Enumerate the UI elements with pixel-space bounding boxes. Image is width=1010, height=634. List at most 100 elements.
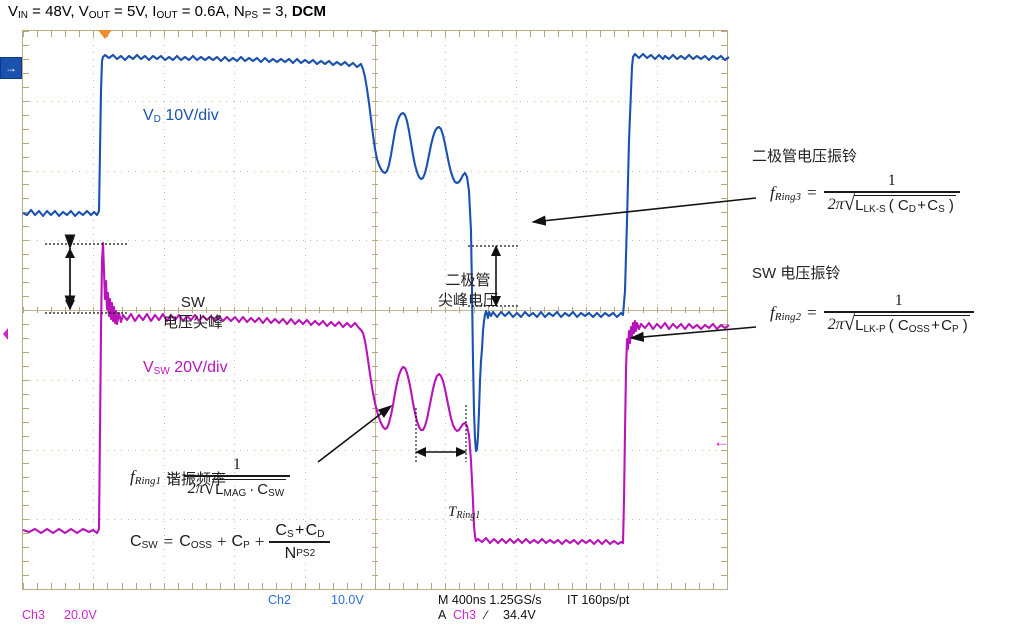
grid-tick-vertical bbox=[614, 31, 615, 37]
sqrt-group: √ LMAG · CSW bbox=[204, 476, 287, 499]
grid-tick-horizontal bbox=[23, 268, 29, 269]
grid-tick-horizontal bbox=[721, 87, 727, 88]
grid-tick-vertical bbox=[558, 307, 559, 313]
grid-tick-vertical bbox=[403, 31, 404, 37]
grid-tick-vertical bbox=[79, 583, 80, 589]
grid-tick-horizontal bbox=[23, 575, 29, 576]
radicand: LLK-P ( COSS + CP ) bbox=[854, 314, 970, 335]
grid-tick-horizontal bbox=[23, 45, 29, 46]
grid-tick-vertical bbox=[234, 307, 235, 313]
ch3-trace-label: VSW 20V/div bbox=[143, 359, 228, 377]
grid-tick-vertical bbox=[713, 31, 714, 37]
formula-f-ring1-fraction: 1 2π √ LMAG · CSW bbox=[183, 456, 291, 499]
readout-ch3-value[interactable]: 20.0V bbox=[64, 608, 97, 622]
oscilloscope-display[interactable]: VD 10V/div VSW 20V/div SW 电压尖峰 二极管 尖峰电压 … bbox=[22, 30, 730, 590]
grid-tick-vertical bbox=[192, 31, 193, 37]
grid-tick-horizontal bbox=[23, 254, 29, 255]
formula-f-ring1-denominator: 2π √ LMAG · CSW bbox=[184, 476, 291, 499]
grid-tick-vertical bbox=[23, 583, 24, 589]
grid-tick-vertical bbox=[502, 583, 503, 589]
formula-f-ring1-numerator: 1 bbox=[232, 456, 241, 473]
grid-tick-vertical bbox=[614, 307, 615, 313]
grid-tick-vertical bbox=[530, 583, 531, 589]
grid-tick-vertical bbox=[164, 583, 165, 589]
grid-tick-vertical bbox=[305, 31, 306, 37]
diode-spike-line1: 二极管 bbox=[445, 272, 491, 289]
grid-tick-horizontal bbox=[23, 184, 29, 185]
grid-tick-horizontal bbox=[23, 422, 29, 423]
grid-tick-horizontal bbox=[372, 533, 378, 534]
sw-voltage-ringing-label: SW 电压振铃 bbox=[752, 265, 841, 282]
grid-tick-vertical bbox=[488, 307, 489, 313]
grid-tick-vertical bbox=[600, 583, 601, 589]
grid-tick-horizontal bbox=[721, 31, 727, 32]
grid-tick-horizontal bbox=[721, 296, 727, 297]
grid-tick-vertical bbox=[220, 583, 221, 589]
formula-csw-frac-denominator: N PS 2 bbox=[284, 544, 316, 562]
grid-tick-horizontal bbox=[372, 491, 378, 492]
grid-tick-vertical bbox=[643, 583, 644, 589]
grid-tick-vertical bbox=[403, 583, 404, 589]
grid-tick-horizontal bbox=[721, 143, 727, 144]
grid-tick-horizontal bbox=[721, 408, 727, 409]
grid-tick-horizontal bbox=[721, 547, 727, 548]
grid-tick-vertical bbox=[361, 307, 362, 313]
grid-tick-vertical bbox=[248, 31, 249, 37]
grid-tick-horizontal bbox=[372, 31, 378, 32]
grid-tick-vertical bbox=[586, 583, 587, 589]
trigger-level-arrow[interactable]: ← bbox=[713, 432, 730, 451]
grid-tick-horizontal bbox=[23, 561, 29, 562]
grid-tick-vertical bbox=[206, 31, 207, 37]
grid-tick-vertical bbox=[459, 31, 460, 37]
grid-tick-vertical bbox=[262, 307, 263, 313]
grid-tick-horizontal bbox=[372, 310, 378, 311]
grid-tick-vertical bbox=[220, 31, 221, 37]
ch3-ground-marker[interactable] bbox=[2, 325, 16, 343]
grid-tick-vertical bbox=[276, 583, 277, 589]
readout-timebase[interactable]: M 400ns 1.25GS/s bbox=[438, 593, 542, 607]
grid-tick-vertical bbox=[37, 307, 38, 313]
readout-trigger-slope-icon[interactable]: ∕ bbox=[485, 608, 488, 622]
t-ring1-label: TRing1 bbox=[448, 504, 480, 521]
grid-tick-horizontal bbox=[23, 59, 29, 60]
grid-tick-vertical bbox=[445, 31, 446, 37]
grid-tick-vertical bbox=[572, 307, 573, 313]
grid-tick-vertical bbox=[417, 31, 418, 37]
readout-interpolation[interactable]: IT 160ps/pt bbox=[567, 593, 630, 607]
title-mode: DCM bbox=[291, 3, 327, 20]
t-ring1-symbol: T bbox=[448, 504, 457, 520]
radical-sign: √ bbox=[843, 310, 856, 335]
sqrt-group: √ LLK-P ( COSS + CP ) bbox=[843, 310, 970, 335]
grid-tick-horizontal bbox=[372, 380, 378, 381]
readout-ch2-name[interactable]: Ch2 bbox=[268, 593, 291, 607]
grid-tick-vertical bbox=[305, 583, 306, 589]
readout-ch2-value[interactable]: 10.0V bbox=[331, 593, 364, 607]
grid-tick-horizontal bbox=[23, 240, 29, 241]
grid-tick-vertical bbox=[220, 307, 221, 313]
grid-tick-vertical bbox=[248, 307, 249, 313]
grid-tick-horizontal bbox=[372, 324, 378, 325]
readout-trigger-source[interactable]: Ch3 bbox=[453, 608, 476, 622]
grid-tick-horizontal bbox=[23, 352, 29, 353]
formula-f-ring3-numerator: 1 bbox=[887, 172, 896, 189]
grid-tick-horizontal bbox=[372, 519, 378, 520]
t-ring1-subscript: Ring1 bbox=[456, 510, 481, 521]
formula-csw-lhs: CSW bbox=[130, 533, 158, 552]
grid-tick-vertical bbox=[544, 31, 545, 37]
grid-tick-horizontal bbox=[721, 463, 727, 464]
grid-tick-horizontal bbox=[721, 575, 727, 576]
grid-tick-horizontal bbox=[721, 171, 727, 172]
grid-tick-horizontal bbox=[721, 477, 727, 478]
diode-spike-line2: 尖峰电压 bbox=[438, 292, 499, 309]
ch2-ground-marker[interactable]: → bbox=[0, 57, 22, 79]
grid-tick-horizontal bbox=[372, 463, 378, 464]
readout-trigger-level[interactable]: 34.4V bbox=[503, 608, 536, 622]
grid-tick-vertical bbox=[150, 31, 151, 37]
ch3-scale-text: 20V/div bbox=[174, 359, 228, 376]
trigger-point-marker[interactable] bbox=[98, 30, 112, 39]
grid-tick-vertical bbox=[276, 307, 277, 313]
grid-tick-horizontal bbox=[721, 157, 727, 158]
grid-tick-vertical bbox=[431, 31, 432, 37]
readout-ch3-name[interactable]: Ch3 bbox=[22, 608, 45, 622]
diode-voltage-ringing-label: 二极管电压振铃 bbox=[752, 148, 858, 165]
